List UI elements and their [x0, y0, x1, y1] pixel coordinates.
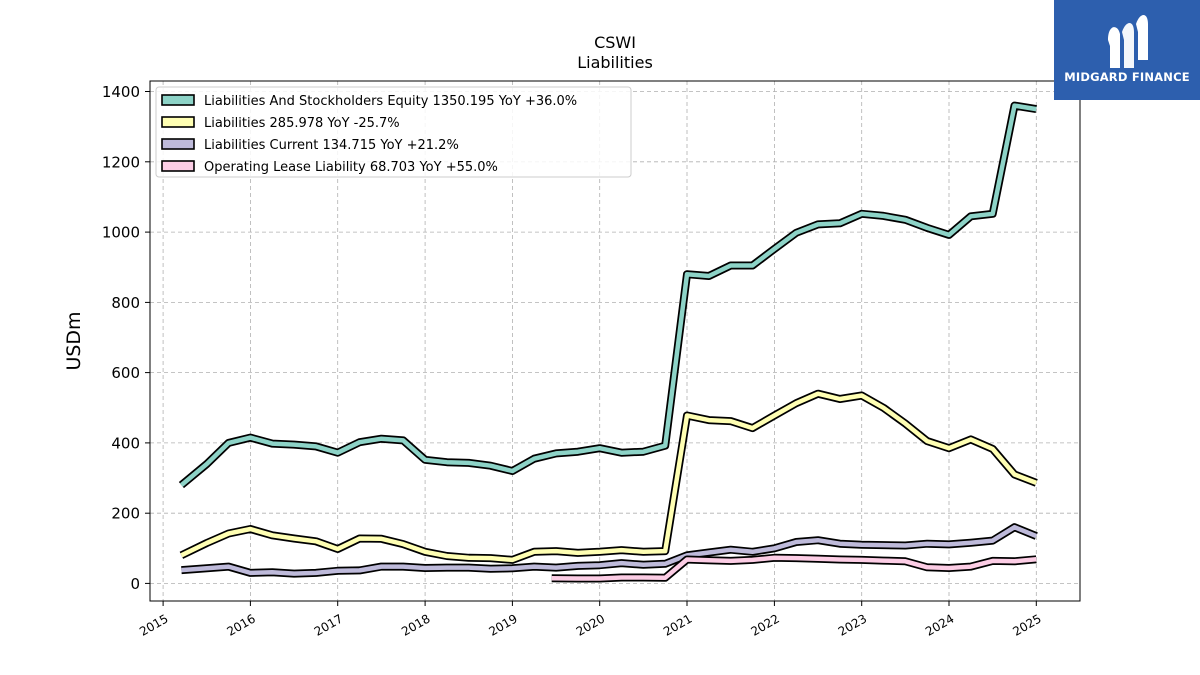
x-tick-label: 2025: [1010, 611, 1043, 638]
legend: Liabilities And Stockholders Equity 1350…: [155, 86, 632, 178]
x-tick-label: 2015: [137, 611, 170, 638]
brand-logo: MIDGARD FINANCE: [1054, 0, 1200, 100]
legend-box: [155, 86, 632, 178]
series-outline-1: [179, 389, 1038, 564]
series-line-1: [180, 391, 1038, 563]
series-line-3: [551, 555, 1037, 581]
legend-label-3: Operating Lease Liability 68.703 YoY +55…: [204, 160, 498, 175]
x-tick-label: 2021: [661, 611, 694, 638]
y-axis: 0 200 400 600 800 1000 1200 1400: [102, 83, 150, 593]
y-tick-label: 1400: [102, 83, 140, 101]
chart-subtitle: Liabilities: [577, 53, 653, 72]
legend-swatch-1: [161, 116, 195, 128]
legend-swatch-0: [161, 94, 195, 106]
x-axis: 2015 2016 2017 2018 2019 2020 2021 2022 2023 2024…: [137, 601, 1044, 639]
legend-label-0: Liabilities And Stockholders Equity 1350…: [204, 94, 577, 109]
logo-text: MIDGARD FINANCE: [1064, 70, 1190, 84]
x-tick-label: 2022: [748, 611, 781, 638]
series-line-2: [181, 524, 1038, 576]
x-tick-label: 2018: [399, 611, 432, 638]
y-tick-label: 200: [111, 505, 140, 523]
legend-label-1: Liabilities 285.978 YoY -25.7%: [204, 116, 400, 131]
x-tick-label: 2024: [923, 611, 956, 638]
legend-swatch-3: [161, 160, 195, 172]
logo-icon: [1108, 15, 1148, 68]
series-line-0: [179, 103, 1037, 487]
y-tick-label: 1200: [102, 153, 140, 171]
chart-title: CSWI: [594, 33, 636, 52]
y-tick-label: 0: [130, 575, 140, 593]
legend-swatch-2: [161, 138, 195, 150]
y-tick-label: 400: [111, 434, 140, 452]
plot-frame: [149, 80, 1081, 602]
x-tick-label: 2023: [836, 611, 869, 638]
x-tick-label: 2020: [574, 611, 607, 638]
legend-label-2: Liabilities Current 134.715 YoY +21.2%: [204, 138, 459, 153]
y-axis-label: USDm: [63, 311, 85, 370]
series-layer: [178, 101, 1038, 583]
x-tick-label: 2017: [312, 611, 345, 638]
x-tick-label: 2016: [224, 611, 257, 638]
x-tick-label: 2019: [486, 611, 519, 638]
y-tick-label: 600: [111, 364, 140, 382]
y-tick-label: 1000: [102, 224, 140, 242]
y-tick-label: 800: [111, 294, 140, 312]
